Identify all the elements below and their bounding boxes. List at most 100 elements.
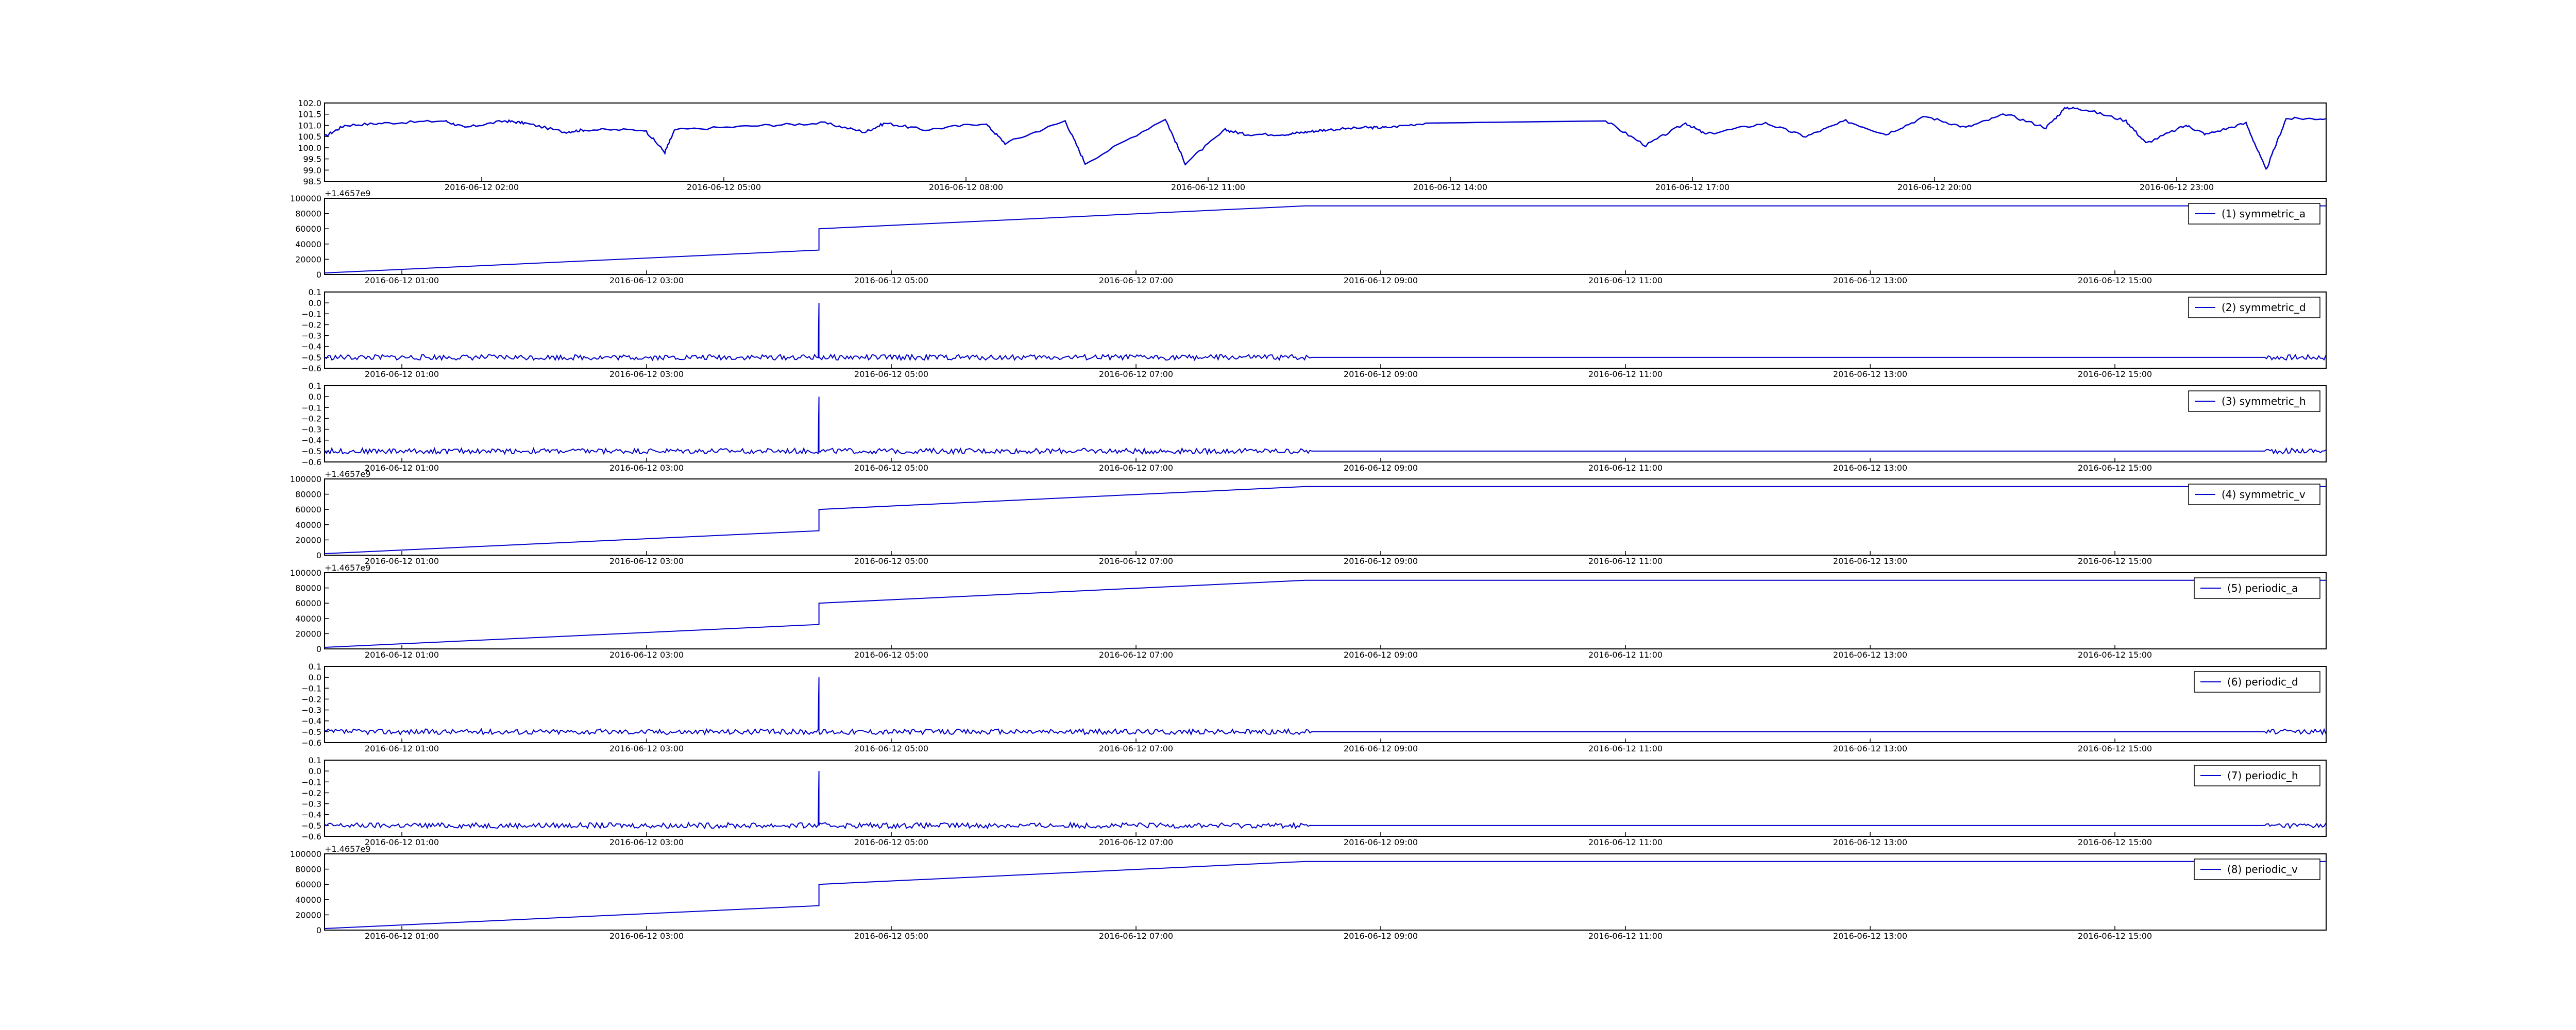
y-tick-label: −0.4 <box>301 342 321 352</box>
offset-label: +1.4657e9 <box>325 844 370 854</box>
x-tick-label: 2016-06-12 05:00 <box>854 276 928 285</box>
x-tick-label: 2016-06-12 03:00 <box>609 931 684 941</box>
x-tick-label: 2016-06-12 13:00 <box>1833 276 1907 285</box>
y-tick-label: 100.5 <box>298 132 321 142</box>
x-tick-label: 2016-06-12 09:00 <box>1344 369 1418 379</box>
y-tick-label: 101.5 <box>298 110 321 119</box>
y-tick-label: −0.6 <box>301 832 321 842</box>
series-line-4 <box>324 397 2327 455</box>
y-tick-label: 80000 <box>295 209 321 219</box>
x-tick-label: 2016-06-12 11:00 <box>1588 276 1663 285</box>
y-tick-label: 0.0 <box>309 298 321 308</box>
x-tick-label: 2016-06-12 05:00 <box>854 463 928 473</box>
y-tick-label: 80000 <box>295 490 321 500</box>
offset-label: +1.4657e9 <box>325 469 370 479</box>
y-tick-label: −0.4 <box>301 716 321 726</box>
legend-label: (2) symmetric_d <box>2222 301 2306 314</box>
legend-label: (1) symmetric_a <box>2222 208 2306 220</box>
axes-frame-5 <box>324 478 2327 556</box>
x-tick-label: 2016-06-12 01:00 <box>365 369 439 379</box>
x-tick-label: 2016-06-12 09:00 <box>1344 650 1418 660</box>
axes-frame-1 <box>324 102 2327 182</box>
x-tick-label: 2016-06-12 13:00 <box>1833 931 1907 941</box>
offset-label: +1.4657e9 <box>325 563 370 573</box>
y-tick-label: −0.2 <box>301 320 321 330</box>
x-tick-label: 2016-06-12 15:00 <box>2078 556 2152 566</box>
x-tick-label: 2016-06-12 05:00 <box>854 369 928 379</box>
legend-label: (8) periodic_v <box>2227 863 2298 876</box>
y-tick-label: 60000 <box>295 880 321 889</box>
axes-frame-6 <box>324 572 2327 649</box>
x-tick-label: 2016-06-12 11:00 <box>1171 182 1245 192</box>
y-tick-label: 99.5 <box>303 154 321 164</box>
x-tick-label: 2016-06-12 14:00 <box>1413 182 1487 192</box>
y-tick-label: 100.0 <box>298 143 321 153</box>
series-line-6 <box>324 579 2326 648</box>
series-line-2 <box>324 205 2326 273</box>
y-tick-label: −0.3 <box>301 706 321 715</box>
legend-label: (3) symmetric_h <box>2222 395 2306 407</box>
x-tick-label: 2016-06-12 11:00 <box>1588 931 1663 941</box>
x-tick-label: 2016-06-12 03:00 <box>609 650 684 660</box>
y-tick-label: −0.5 <box>301 821 321 831</box>
y-tick-label: 40000 <box>295 895 321 905</box>
x-tick-label: 2016-06-12 08:00 <box>929 182 1003 192</box>
x-tick-label: 2016-06-12 01:00 <box>365 744 439 753</box>
x-tick-label: 2016-06-12 13:00 <box>1833 463 1907 473</box>
y-tick-label: 99.0 <box>303 165 321 175</box>
x-tick-label: 2016-06-12 15:00 <box>2078 931 2152 941</box>
x-tick-label: 2016-06-12 03:00 <box>609 556 684 566</box>
x-tick-label: 2016-06-12 15:00 <box>2078 463 2152 473</box>
x-tick-label: 2016-06-12 11:00 <box>1588 744 1663 753</box>
legend-label: (4) symmetric_v <box>2222 488 2306 501</box>
y-tick-label: 0.1 <box>309 662 321 672</box>
x-tick-label: 2016-06-12 15:00 <box>2078 837 2152 847</box>
x-tick-label: 2016-06-12 11:00 <box>1588 463 1663 473</box>
x-tick-label: 2016-06-12 07:00 <box>1099 369 1173 379</box>
y-tick-label: −0.4 <box>301 810 321 820</box>
y-tick-label: −0.4 <box>301 436 321 445</box>
y-tick-label: −0.5 <box>301 353 321 363</box>
x-tick-label: 2016-06-12 15:00 <box>2078 369 2152 379</box>
y-tick-label: 0 <box>316 270 321 280</box>
legend-label: (6) periodic_d <box>2227 676 2298 688</box>
x-tick-label: 2016-06-12 05:00 <box>854 650 928 660</box>
series-line-7 <box>324 677 2327 736</box>
y-tick-label: 20000 <box>295 910 321 920</box>
y-tick-label: 0 <box>316 644 321 654</box>
y-tick-label: 20000 <box>295 254 321 264</box>
y-tick-label: −0.1 <box>301 777 321 787</box>
y-tick-label: −0.6 <box>301 364 321 373</box>
y-tick-label: 0.1 <box>309 756 321 765</box>
y-tick-label: 0.1 <box>309 287 321 297</box>
x-tick-label: 2016-06-12 15:00 <box>2078 650 2152 660</box>
x-tick-label: 2016-06-12 07:00 <box>1099 744 1173 753</box>
y-tick-label: 98.5 <box>303 177 321 186</box>
y-tick-label: 80000 <box>295 865 321 874</box>
x-tick-label: 2016-06-12 17:00 <box>1655 182 1730 192</box>
y-tick-label: 0.0 <box>309 392 321 402</box>
y-tick-label: −0.1 <box>301 683 321 693</box>
series-line-3 <box>324 303 2327 362</box>
x-tick-label: 2016-06-12 11:00 <box>1588 837 1663 847</box>
x-tick-label: 2016-06-12 13:00 <box>1833 650 1907 660</box>
x-tick-label: 2016-06-12 11:00 <box>1588 650 1663 660</box>
x-tick-label: 2016-06-12 01:00 <box>365 556 439 566</box>
x-tick-label: 2016-06-12 07:00 <box>1099 650 1173 660</box>
x-tick-label: 2016-06-12 09:00 <box>1344 931 1418 941</box>
y-tick-label: 102.0 <box>298 98 321 108</box>
x-tick-label: 2016-06-12 15:00 <box>2078 276 2152 285</box>
y-tick-label: −0.3 <box>301 331 321 341</box>
x-tick-label: 2016-06-12 01:00 <box>365 463 439 473</box>
x-tick-label: 2016-06-12 01:00 <box>365 276 439 285</box>
series-line-8 <box>324 771 2327 830</box>
x-tick-label: 2016-06-12 13:00 <box>1833 837 1907 847</box>
y-tick-label: 60000 <box>295 505 321 514</box>
x-tick-label: 2016-06-12 13:00 <box>1833 556 1907 566</box>
x-tick-label: 2016-06-12 07:00 <box>1099 556 1173 566</box>
x-tick-label: 2016-06-12 11:00 <box>1588 369 1663 379</box>
x-tick-label: 2016-06-12 03:00 <box>609 369 684 379</box>
x-tick-label: 2016-06-12 09:00 <box>1344 556 1418 566</box>
x-tick-label: 2016-06-12 05:00 <box>854 744 928 753</box>
